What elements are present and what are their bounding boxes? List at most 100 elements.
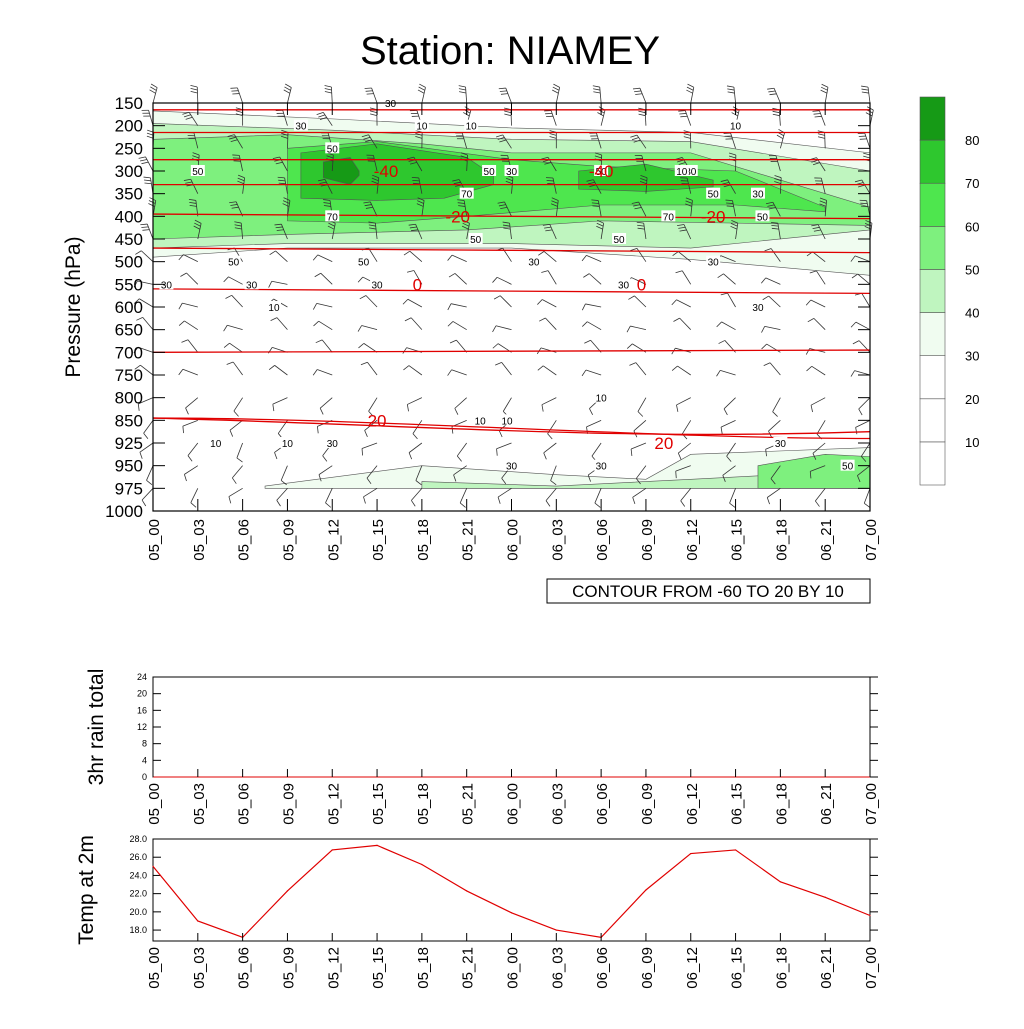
temp-x-tick-label: 05_21 — [460, 947, 477, 989]
wind-barb-flag — [144, 180, 151, 181]
wind-barb-flag — [818, 137, 825, 139]
temp-point — [332, 849, 333, 850]
wind-barb-flag — [770, 94, 777, 95]
wind-barb-flag — [732, 113, 738, 116]
temp-point — [645, 889, 646, 890]
wind-barb-flag — [413, 183, 420, 184]
wind-barb — [502, 362, 512, 375]
wind-barb — [230, 420, 243, 430]
wind-barb-flag — [188, 456, 192, 462]
wind-barb — [275, 365, 288, 375]
wind-barb-flag — [411, 500, 415, 506]
wind-barb-flag — [448, 370, 452, 376]
rain-x-tick-label: 06_03 — [549, 783, 566, 825]
temp-y-tick-label: 28.0 — [129, 834, 147, 844]
wind-barb — [466, 87, 467, 103]
temp-point — [690, 853, 691, 854]
temp-x-tick-label: 06_18 — [773, 947, 790, 989]
temp-point — [287, 890, 288, 891]
wind-barb — [146, 466, 153, 481]
wind-barb-flag — [638, 111, 645, 113]
colorbar-label: 10 — [965, 435, 979, 450]
wind-barb — [503, 398, 511, 412]
colorbar-label: 20 — [965, 392, 979, 407]
wind-barb-flag — [851, 322, 856, 327]
wind-barb — [498, 488, 511, 497]
wind-barb-flag — [360, 295, 366, 298]
rain-y-tick-label: 24 — [137, 672, 147, 682]
wind-barb — [544, 443, 557, 453]
wind-barb-flag — [678, 453, 681, 459]
wind-barb — [319, 321, 333, 329]
wind-barb — [586, 255, 601, 261]
rain-x-tick-label: 05_21 — [460, 783, 477, 825]
wind-barb — [317, 303, 333, 307]
rain-y-axis-label: 3hr rain total — [85, 669, 108, 786]
y-tick-label: 925 — [115, 434, 143, 453]
temperature-contour-label: 20 — [368, 411, 387, 430]
wind-barb-flag — [635, 94, 642, 95]
wind-barb — [634, 420, 646, 430]
wind-barb-flag — [325, 503, 330, 508]
wind-barb-flag — [179, 303, 182, 309]
wind-barb-flag — [679, 113, 686, 114]
wind-barb-flag — [676, 271, 683, 273]
wind-barb-flag — [504, 114, 511, 116]
wind-barb — [277, 318, 287, 330]
temp-x-tick-label: 06_21 — [818, 947, 835, 989]
temperature-contour — [153, 289, 870, 294]
wind-barb-flag — [583, 274, 589, 278]
rain-x-tick-label: 05_18 — [415, 783, 432, 825]
rain-x-tick-label: 05_00 — [146, 783, 163, 825]
wind-barb — [592, 443, 601, 456]
wind-barb — [767, 344, 781, 352]
wind-barb — [452, 255, 467, 262]
wind-barb — [765, 326, 781, 329]
wind-barb — [773, 398, 781, 412]
wind-barb-flag — [412, 180, 419, 181]
rain-x-tick-label: 06_21 — [818, 783, 835, 825]
humidity-contour-label: 10 — [730, 122, 742, 133]
wind-barb-flag — [361, 362, 368, 365]
wind-barb — [856, 322, 870, 330]
humidity-contour-label: 30 — [506, 462, 518, 473]
rain-x-tick-label: 05_15 — [370, 783, 387, 825]
wind-barb-flag — [403, 366, 408, 370]
wind-barb-flag — [499, 431, 502, 437]
wind-barb — [825, 132, 826, 148]
wind-barb-flag — [407, 270, 414, 272]
colorbar-swatch — [920, 269, 945, 312]
wind-barb — [186, 273, 197, 284]
wind-barb-flag — [541, 271, 548, 273]
wind-barb — [372, 88, 377, 103]
humidity-contour-label: 30 — [161, 280, 173, 291]
wind-barb — [451, 304, 467, 307]
wind-barb — [542, 299, 556, 307]
wind-barb — [232, 295, 243, 307]
wind-barb — [817, 420, 825, 434]
wind-barb-flag — [237, 458, 243, 462]
wind-barb-flag — [716, 370, 720, 376]
humidity-contour-label: 30 — [618, 280, 630, 291]
wind-barb-flag — [498, 497, 500, 504]
colorbar-label: 80 — [965, 133, 979, 148]
wind-barb — [855, 371, 870, 375]
wind-barb-flag — [141, 227, 148, 228]
temp-x-tick-label: 06_03 — [549, 947, 566, 989]
wind-barb — [767, 488, 780, 497]
wind-barb-flag — [370, 111, 377, 113]
temp-y-tick-label: 18.0 — [129, 925, 147, 935]
wind-barb — [230, 343, 243, 352]
x-tick-label: 06_15 — [729, 519, 746, 561]
humidity-contour-label: 50 — [327, 144, 339, 155]
rain-x-tick-label: 05_12 — [325, 783, 342, 825]
humidity-contour-label: 30 — [295, 122, 307, 133]
wind-barb — [681, 488, 691, 500]
wind-barb-flag — [358, 277, 363, 282]
wind-barb-flag — [404, 251, 410, 255]
temp-x-tick-label: 06_15 — [729, 947, 746, 989]
humidity-contour-label: 70 — [461, 190, 473, 201]
wind-barb-flag — [229, 497, 231, 504]
wind-barb — [734, 87, 736, 103]
wind-barb-flag — [639, 114, 646, 116]
